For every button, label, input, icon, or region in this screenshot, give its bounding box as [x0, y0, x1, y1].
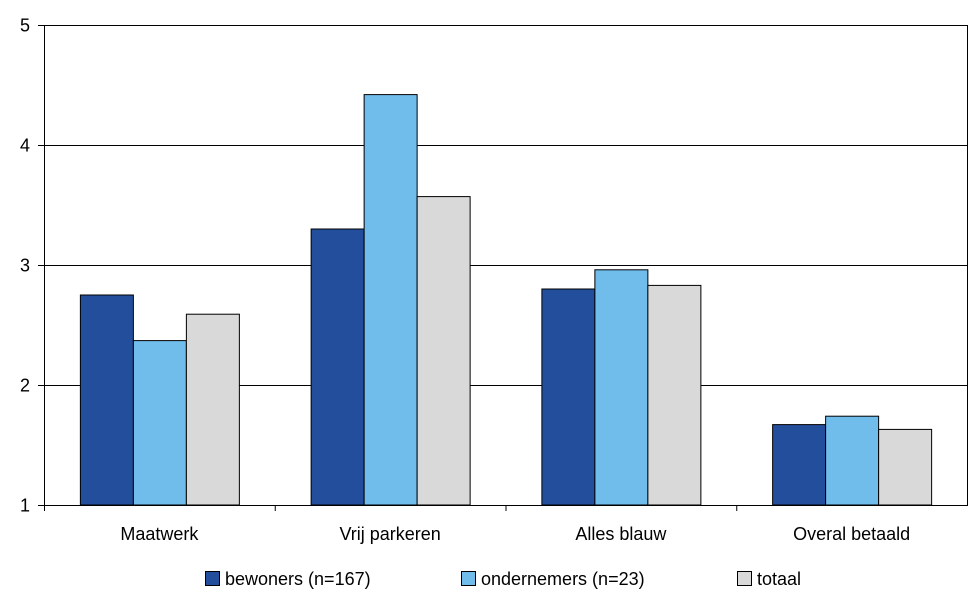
y-tick-label: 5: [20, 16, 30, 36]
bar-bewoners: [79, 294, 134, 506]
legend-label: ondernemers (n=23): [481, 569, 645, 589]
bar-ondernemers: [825, 415, 880, 506]
bar-bewoners: [541, 288, 596, 506]
y-tick-label: 3: [20, 256, 30, 276]
legend-swatch: [461, 571, 476, 586]
bar-totaal: [647, 284, 702, 506]
bar-bewoners: [772, 424, 827, 506]
legend-label: bewoners (n=167): [225, 569, 371, 589]
x-category-label: Vrij parkeren: [339, 524, 440, 544]
legend-label: totaal: [757, 569, 801, 589]
y-tick-label: 2: [20, 376, 30, 396]
y-tick-label: 4: [20, 136, 30, 156]
legend: bewoners (n=167) ondernemers (n=23) totaal: [205, 569, 801, 589]
bar-totaal: [878, 428, 933, 506]
bar-totaal: [416, 196, 471, 506]
bar-bewoners: [310, 228, 365, 506]
y-tick-label: 1: [20, 496, 30, 516]
legend-swatch: [205, 571, 220, 586]
x-category-label: Maatwerk: [120, 524, 199, 544]
bar-ondernemers: [594, 269, 649, 506]
y-axis-ticks: 1 2 3 4 5: [20, 16, 44, 516]
bar-ondernemers: [363, 94, 418, 506]
x-axis-labels: Maatwerk Vrij parkeren Alles blauw Overal b…: [44, 505, 910, 544]
x-category-label: Overal betaald: [793, 524, 910, 544]
x-category-label: Alles blauw: [575, 524, 667, 544]
bar-totaal: [185, 313, 240, 506]
bars: [79, 94, 933, 506]
legend-swatch: [737, 571, 752, 586]
bar-ondernemers: [132, 340, 187, 506]
